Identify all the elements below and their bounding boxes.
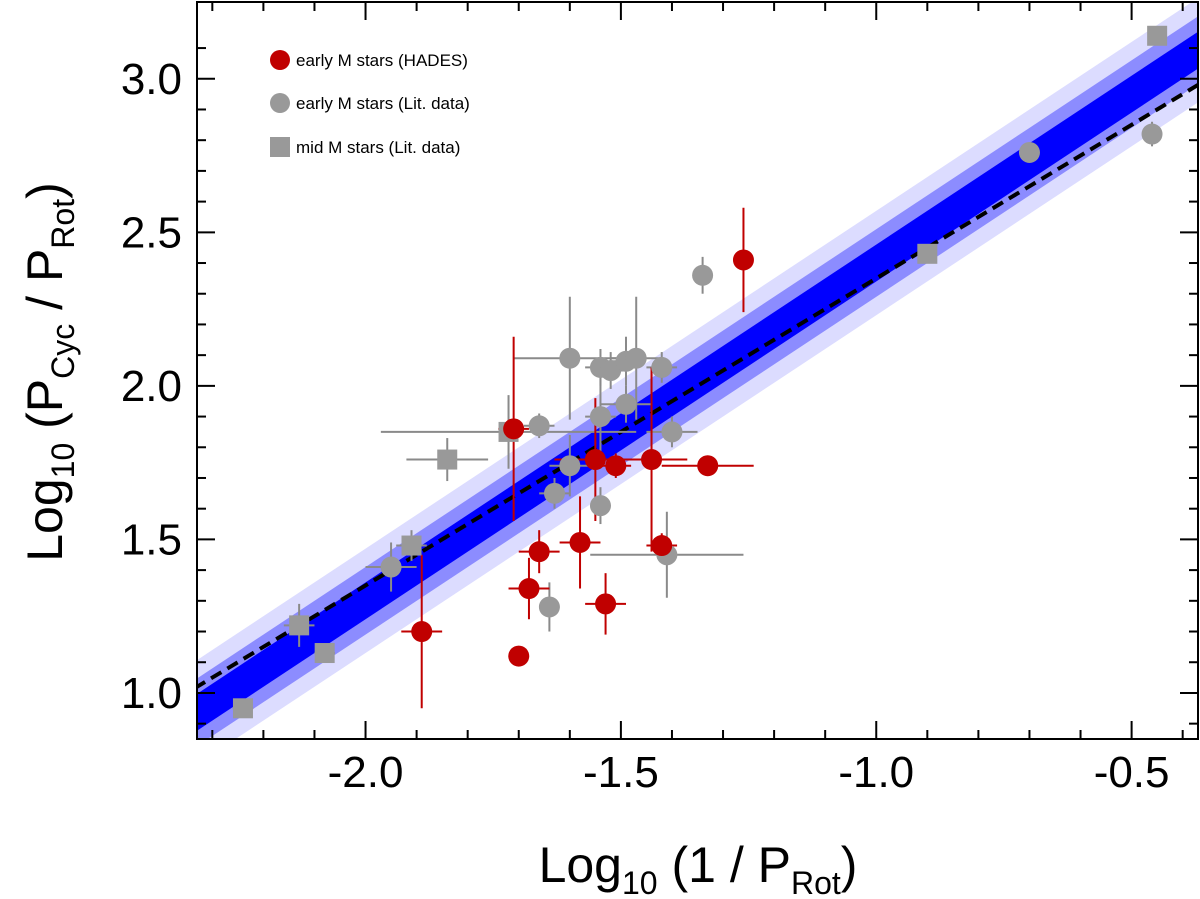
mid-m-star-point: [437, 449, 458, 470]
y-tick-label: 1.0: [121, 669, 182, 718]
mid-m-star-point: [314, 643, 335, 664]
lit-early-m-star-point: [615, 393, 637, 415]
hades-star-point: [641, 449, 663, 471]
lit-early-m-star-point: [1018, 141, 1040, 163]
lit-early-m-star-point: [625, 347, 647, 369]
x-axis-title: Log10 (1 / PRot): [539, 837, 858, 899]
y-tick-label: 2.5: [121, 208, 182, 257]
hades-star-point: [595, 593, 617, 615]
y-axis-title: Log10 (PCyc / PRot): [17, 182, 81, 562]
y-tick-label: 3.0: [121, 55, 182, 104]
hades-star-point: [518, 578, 540, 600]
x-tick-label: -1.0: [838, 748, 914, 797]
y-tick-label: 2.0: [121, 362, 182, 411]
mid-m-star-point: [917, 243, 938, 264]
lit-early-m-star-point: [538, 596, 560, 618]
lit-early-m-star-point: [589, 406, 611, 428]
legend-label: early M stars (Lit. data): [296, 94, 470, 113]
legend-circle-marker: [270, 93, 290, 113]
y-tick-label: 1.5: [121, 515, 182, 564]
fit-confidence-bands: [197, 2, 1198, 739]
legend-label: mid M stars (Lit. data): [296, 138, 460, 157]
lit-early-m-star-point: [1141, 123, 1163, 145]
lit-early-m-star-point: [544, 482, 565, 504]
lit-early-m-star-point: [559, 455, 581, 477]
x-tick-label: -1.5: [583, 748, 659, 797]
lit-early-m-star-point: [661, 421, 683, 443]
plot-frame: [196, 1, 1199, 740]
fit-lines: [197, 82, 1198, 690]
x-tick-label: -0.5: [1094, 748, 1170, 797]
legend-square-marker: [270, 137, 290, 157]
lit-early-m-star-point: [600, 360, 622, 381]
legend-label: early M stars (HADES): [296, 51, 468, 70]
data-points: [232, 25, 1168, 719]
hades-star-point: [651, 535, 673, 557]
hades-star-point: [508, 645, 530, 667]
mid-m-star-point: [289, 615, 310, 636]
mid-m-star-point: [401, 535, 422, 556]
hades-star-point: [584, 449, 606, 471]
hades-star-point: [503, 418, 525, 440]
lit-early-m-star-point: [589, 495, 611, 517]
hades-star-point: [411, 621, 433, 643]
x-tick-label: -2.0: [328, 748, 404, 797]
legend: early M stars (HADES) early M stars (Lit.…: [270, 50, 470, 157]
lit-early-m-star-point: [528, 415, 550, 437]
mid-m-star-point: [1147, 25, 1168, 46]
hades-star-point: [569, 531, 591, 553]
hades-star-point: [605, 455, 627, 477]
hades-star-point: [528, 541, 550, 563]
mid-m-star-point: [232, 698, 253, 719]
legend-circle-marker: [270, 50, 290, 70]
hades-star-point: [732, 249, 754, 271]
lit-early-m-star-point: [692, 264, 714, 286]
lit-early-m-star-point: [559, 347, 581, 369]
dashed-fit-line: [197, 82, 1198, 690]
hades-star-point: [697, 455, 719, 477]
lit-early-m-star-point: [380, 556, 402, 578]
inner-confidence-band: [197, 31, 1198, 731]
lit-early-m-star-point: [651, 356, 673, 378]
axis-ticks: -2.0 -1.5 -1.0 -0.5 1.0 1.5 2.0 2.5 3.0: [121, 2, 1198, 797]
